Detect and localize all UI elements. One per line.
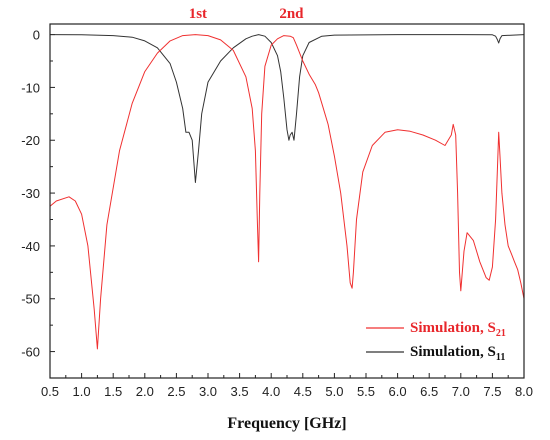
x-tick-label: 3.5: [231, 384, 249, 399]
x-tick-label: 7.0: [452, 384, 470, 399]
x-tick-label: 4.5: [294, 384, 312, 399]
x-tick-label: 5.0: [325, 384, 343, 399]
legend: Simulation, S21 Simulation, S11: [366, 320, 506, 363]
x-tick-label: 0.5: [41, 384, 59, 399]
x-tick-label: 6.0: [389, 384, 407, 399]
plot-lines: [49, 34, 525, 350]
annotation-label: 2nd: [279, 6, 304, 22]
series-line-s21: [49, 34, 525, 350]
y-tick-label: -10: [21, 80, 40, 95]
y-tick-label: -60: [21, 345, 40, 360]
y-tick-label: -20: [21, 133, 40, 148]
plot-frame: [49, 23, 525, 379]
x-tick-label: 5.5: [357, 384, 375, 399]
x-tick-label: 3.0: [199, 384, 217, 399]
legend-entry-label: Simulation, S11: [410, 344, 505, 363]
x-tick-label: 1.5: [104, 384, 122, 399]
x-tick-label: 6.5: [420, 384, 438, 399]
x-tick-label: 8.0: [515, 384, 533, 399]
x-tick-label: 7.5: [483, 384, 501, 399]
y-tick-label: 0: [33, 28, 40, 43]
x-tick-label: 2.5: [167, 384, 185, 399]
x-tick-label: 4.0: [262, 384, 280, 399]
annotation-label: 1st: [189, 6, 207, 22]
y-tick-label: -30: [21, 186, 40, 201]
y-tick-label: -50: [21, 292, 40, 307]
x-tick-label: 2.0: [136, 384, 154, 399]
y-tick-label: -40: [21, 239, 40, 254]
x-tick-label: 1.0: [73, 384, 91, 399]
axis-ticks: 0.5 1.0 1.5 2.0 2.5 3.0 3.5 4.0 4.5 5.0 5.5 6.0 6.5 7…: [21, 28, 533, 399]
series-line-s11: [49, 34, 525, 183]
peak-annotations: 1st 2nd: [189, 6, 304, 22]
x-axis-title: Frequency [GHz]: [227, 415, 346, 432]
legend-entry-label: Simulation, S21: [410, 320, 506, 339]
